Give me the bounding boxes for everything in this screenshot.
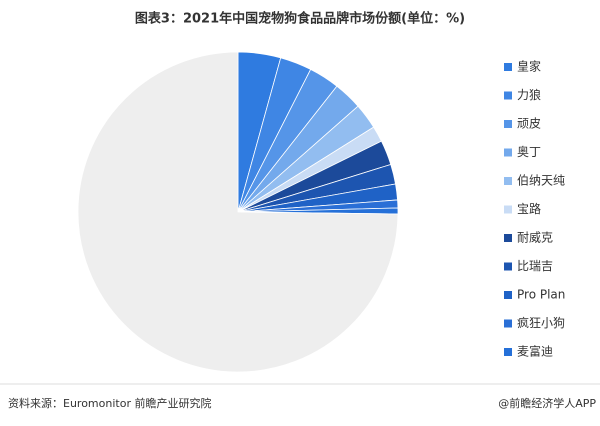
legend-swatch	[504, 348, 512, 356]
chart-title: 图表3：2021年中国宠物狗食品品牌市场份额(单位：%)	[135, 11, 465, 27]
credit: @前瞻经济学人APP	[498, 396, 596, 410]
legend-label: 比瑞吉	[517, 259, 553, 273]
legend-label: 宝路	[517, 201, 541, 216]
legend-swatch	[504, 63, 512, 71]
legend-swatch	[504, 91, 512, 100]
legend-swatch	[504, 177, 512, 185]
legend-label: 力狼	[517, 87, 541, 102]
source: 资料来源：Euromonitor 前瞻产业研究院	[8, 396, 211, 410]
legend-swatch	[504, 262, 512, 271]
legend-label: 耐威克	[517, 231, 553, 245]
legend-label: 疯狂小狗	[517, 315, 565, 330]
legend-swatch	[504, 319, 512, 328]
legend-label: 皇家	[517, 59, 541, 74]
legend-label: 顽皮	[517, 117, 541, 131]
legend-label: 麦富迪	[517, 344, 553, 359]
legend-label: 奥丁	[517, 145, 541, 159]
legend-swatch	[504, 234, 512, 242]
legend-label: Pro Plan	[517, 288, 565, 302]
legend-swatch	[504, 120, 512, 128]
legend-swatch	[504, 148, 512, 157]
legend-label: 伯纳天纯	[517, 173, 565, 188]
legend-swatch	[504, 291, 512, 299]
pie-slice	[77, 51, 399, 373]
legend-swatch	[504, 205, 512, 214]
